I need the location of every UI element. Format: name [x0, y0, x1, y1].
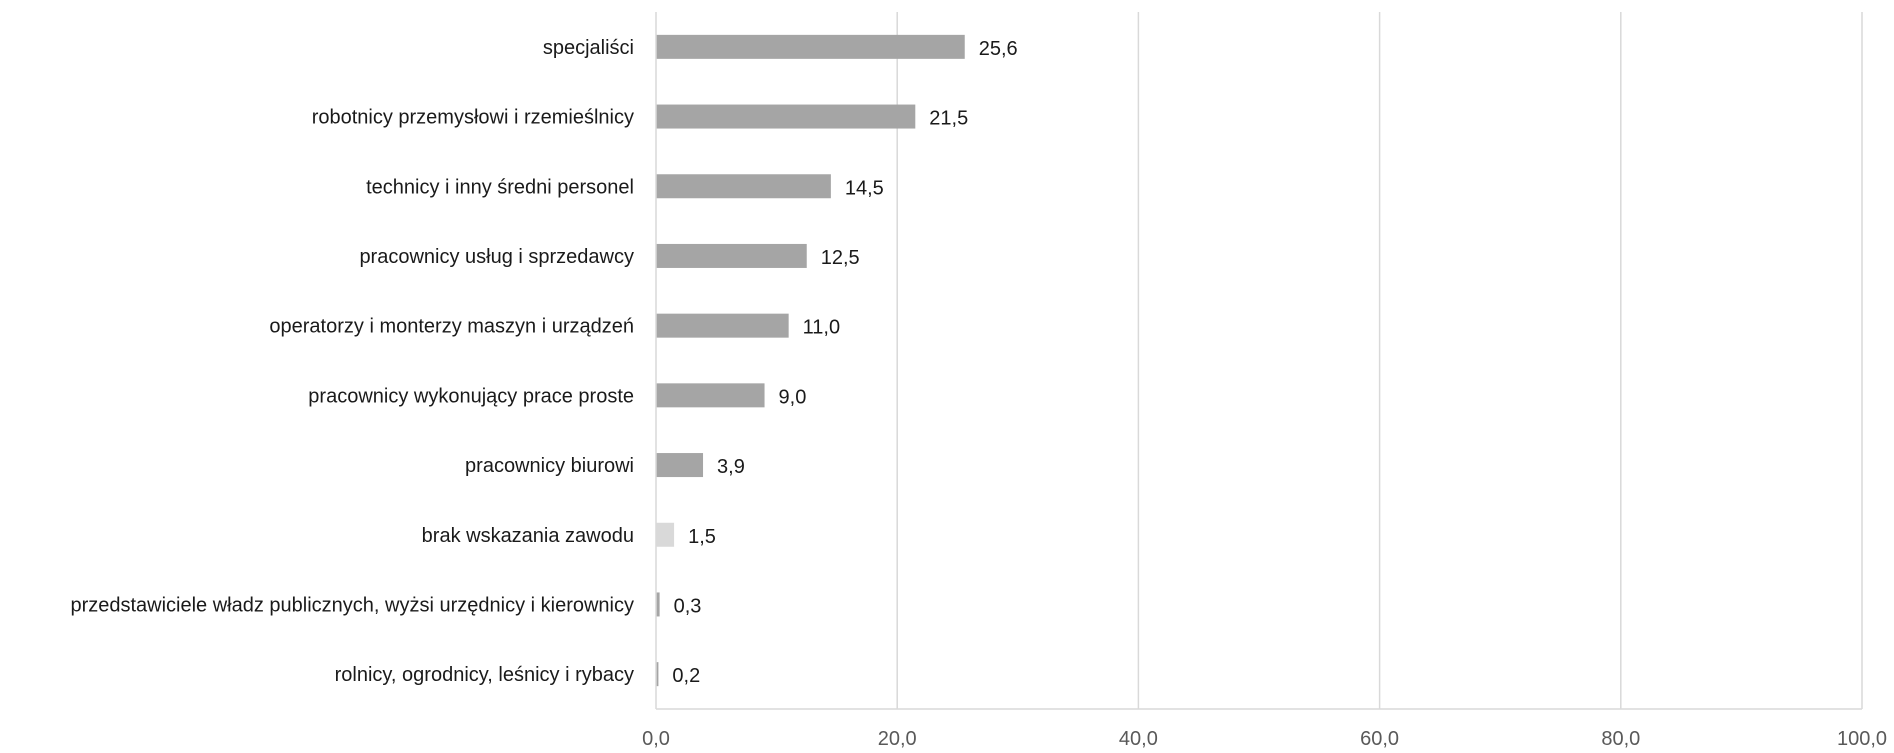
bar-2	[656, 174, 831, 199]
bar-4	[656, 313, 789, 338]
bar-8	[656, 592, 660, 617]
data-label-3: 12,5	[821, 247, 860, 269]
gridlines	[896, 12, 1863, 709]
bar-3	[656, 243, 807, 268]
data-label-6: 3,9	[717, 456, 745, 478]
data-label-0: 25,6	[979, 38, 1018, 60]
data-label-5: 9,0	[779, 386, 807, 408]
x-tick-label-2: 40,0	[1119, 728, 1158, 750]
x-tick-label-3: 60,0	[1360, 728, 1399, 750]
x-tick-label-1: 20,0	[878, 728, 917, 750]
bar-6	[656, 453, 704, 478]
bar-0	[656, 34, 965, 59]
category-label-6: pracownicy biurowi	[465, 455, 634, 477]
category-label-1: robotnicy przemysłowi i rzemieślnicy	[312, 107, 634, 129]
category-label-8: przedstawiciele władz publicznych, wyżsi…	[70, 594, 634, 616]
bar-5	[656, 383, 765, 408]
x-axis: 0,0 20,0 40,0 60,0 80,0 100,0	[642, 12, 1887, 750]
value-labels: 25,6 21,5 14,5 12,5 11,0 9,0 3,9 1,5 0,3 0,2	[672, 38, 1017, 687]
category-label-7: brak wskazania zawodu	[422, 525, 634, 547]
bar-9	[656, 662, 659, 687]
data-label-4: 11,0	[803, 317, 840, 339]
category-label-2: technicy i inny średni personel	[366, 176, 634, 198]
bars	[656, 34, 965, 687]
bar-1	[656, 104, 916, 129]
data-label-1: 21,5	[929, 108, 968, 130]
x-tick-label-5: 100,0	[1837, 728, 1887, 750]
data-label-7: 1,5	[688, 526, 716, 548]
category-label-4: operatorzy i monterzy maszyn i urządzeń	[269, 316, 634, 338]
x-tick-label-0: 0,0	[642, 728, 670, 750]
category-label-3: pracownicy usług i sprzedawcy	[359, 246, 634, 268]
category-label-5: pracownicy wykonujący prace proste	[308, 385, 634, 407]
category-labels: specjaliści robotnicy przemysłowi i rzemi…	[70, 37, 634, 686]
category-label-0: specjaliści	[543, 37, 634, 59]
bar-7	[656, 522, 675, 547]
x-tick-label-4: 80,0	[1601, 728, 1640, 750]
data-label-2: 14,5	[845, 177, 884, 199]
data-label-8: 0,3	[674, 595, 702, 617]
category-label-9: rolnicy, ogrodnicy, leśnicy i rybacy	[335, 664, 634, 686]
data-label-9: 0,2	[672, 665, 700, 687]
